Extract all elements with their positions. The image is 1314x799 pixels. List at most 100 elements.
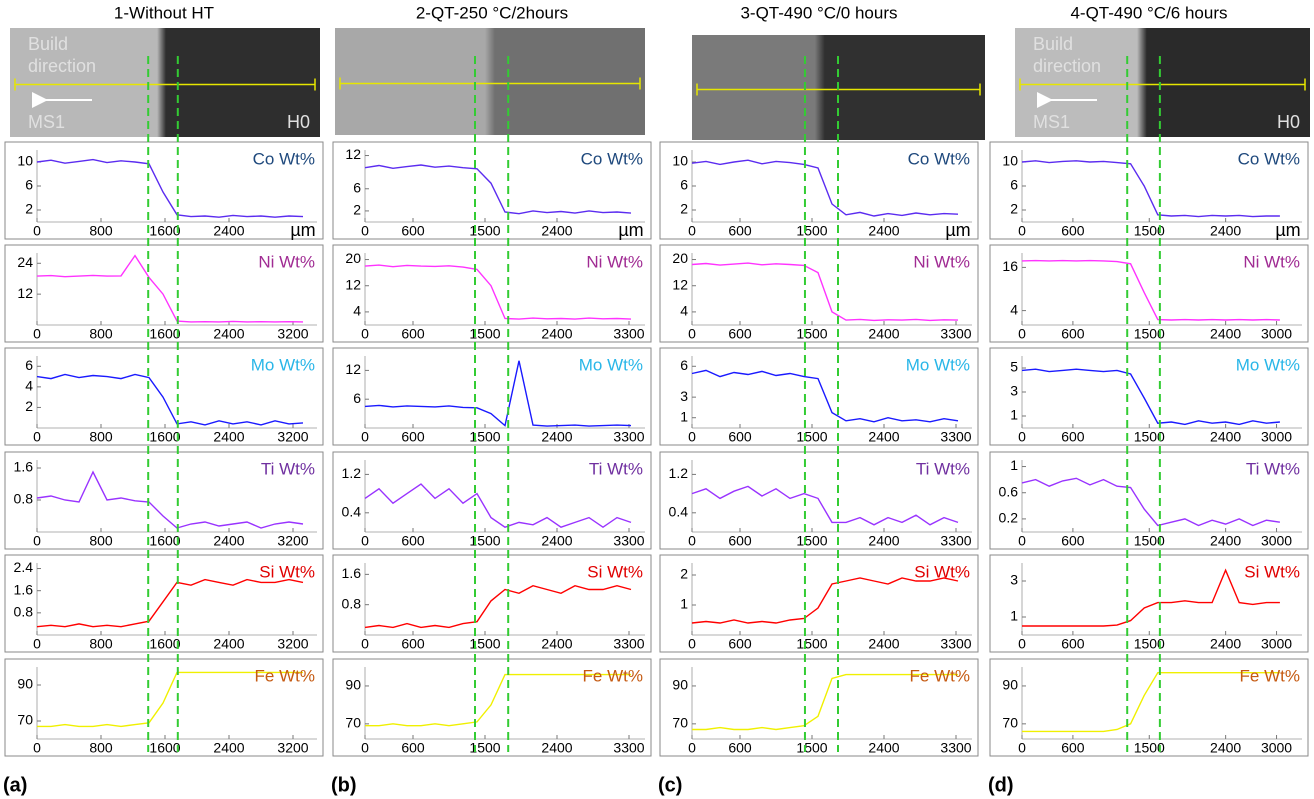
y-tick-label: 6 — [1010, 177, 1018, 193]
x-tick-label: 0 — [688, 429, 696, 445]
y-tick-label: 6 — [25, 177, 33, 193]
y-tick-label: 0.8 — [342, 595, 362, 611]
x-tick-label: 600 — [728, 223, 752, 239]
x-tick-label: 1500 — [796, 533, 827, 549]
y-tick-label: 3 — [680, 388, 688, 404]
x-tick-label: 600 — [1061, 636, 1085, 652]
y-tick-label: 4 — [680, 303, 688, 319]
x-tick-label: 600 — [401, 533, 425, 549]
x-tick-label: 0 — [361, 636, 369, 652]
x-tick-label: 0 — [1018, 636, 1026, 652]
x-tick-label: 0 — [688, 533, 696, 549]
panel-title: 4-QT-490 °C/6 hours — [1070, 3, 1227, 22]
plot-title: Ni Wt% — [586, 252, 643, 271]
x-tick-label: 600 — [728, 740, 752, 756]
x-tick-label: 0 — [33, 326, 41, 342]
plot-title: Si Wt% — [914, 562, 970, 581]
x-tick-label: 3200 — [277, 636, 308, 652]
plot-title: Fe Wt% — [255, 666, 315, 685]
x-tick-label: 3000 — [1261, 740, 1292, 756]
x-tick-label: 800 — [89, 223, 113, 239]
y-tick-label: 1 — [1010, 407, 1018, 423]
x-tick-label: 2400 — [1210, 740, 1241, 756]
x-tick-label: 600 — [728, 636, 752, 652]
x-tick-label: 3200 — [277, 533, 308, 549]
y-tick-label: 0.8 — [14, 491, 34, 507]
x-tick-label: 600 — [1061, 533, 1085, 549]
y-tick-label: 0.4 — [669, 504, 689, 520]
x-tick-label: 2400 — [868, 429, 899, 445]
x-tick-label: 2400 — [213, 223, 244, 239]
x-tick-label: 600 — [728, 533, 752, 549]
y-tick-label: 1.6 — [14, 459, 34, 475]
x-tick-label: 2400 — [868, 740, 899, 756]
y-tick-label: 90 — [345, 677, 361, 693]
y-tick-label: 1.6 — [342, 565, 362, 581]
x-tick-label: 600 — [1061, 326, 1085, 342]
x-tick-label: 2400 — [1210, 429, 1241, 445]
x-tick-label: 2400 — [213, 636, 244, 652]
x-tick-label: 2400 — [541, 429, 572, 445]
panel-label: (d) — [988, 774, 1014, 796]
panel-title: 3-QT-490 °C/0 hours — [740, 3, 897, 22]
x-tick-label: 2400 — [213, 740, 244, 756]
y-tick-label: 1.2 — [342, 465, 362, 481]
x-tick-label: 3200 — [277, 326, 308, 342]
plot-title: Ti Wt% — [261, 459, 315, 478]
y-tick-label: 6 — [680, 177, 688, 193]
x-tick-label: 0 — [1018, 740, 1026, 756]
y-tick-label: 10 — [672, 153, 688, 169]
y-tick-label: 2 — [1010, 201, 1018, 217]
x-tick-label: 1500 — [796, 326, 827, 342]
plot-title: Si Wt% — [587, 562, 643, 581]
y-tick-label: 90 — [17, 676, 33, 692]
x-tick-label: 1500 — [796, 223, 827, 239]
x-tick-label: 3300 — [613, 429, 644, 445]
y-tick-label: 0.6 — [999, 483, 1019, 499]
y-tick-label: 1 — [1010, 608, 1018, 624]
y-tick-label: 10 — [1002, 153, 1018, 169]
y-tick-label: 2.4 — [14, 559, 34, 575]
y-tick-label: 2 — [353, 202, 361, 218]
y-tick-label: 2 — [25, 201, 33, 217]
x-tick-label: 2400 — [541, 326, 572, 342]
plot-title: Co Wt% — [1238, 149, 1300, 168]
x-tick-label: 3300 — [940, 533, 971, 549]
plot-title: Co Wt% — [908, 149, 970, 168]
y-tick-label: 70 — [345, 715, 361, 731]
plot-title: Mo Wt% — [906, 355, 970, 374]
y-tick-label: 4 — [25, 378, 33, 394]
image-label: MS1 — [1033, 112, 1070, 132]
x-tick-label: 1600 — [149, 740, 180, 756]
x-tick-label: 3000 — [1261, 326, 1292, 342]
x-unit: µm — [618, 220, 643, 240]
image-label: H0 — [1277, 112, 1300, 132]
x-tick-label: 1600 — [149, 223, 180, 239]
x-tick-label: 1500 — [796, 636, 827, 652]
y-tick-label: 4 — [353, 303, 361, 319]
x-tick-label: 2400 — [213, 326, 244, 342]
x-tick-label: 2400 — [1210, 533, 1241, 549]
x-tick-label: 0 — [688, 740, 696, 756]
x-tick-label: 2400 — [1210, 636, 1241, 652]
x-tick-label: 2400 — [1210, 223, 1241, 239]
plot-title: Mo Wt% — [579, 355, 643, 374]
y-tick-label: 0.2 — [999, 510, 1019, 526]
x-tick-label: 3000 — [1261, 533, 1292, 549]
x-tick-label: 800 — [89, 533, 113, 549]
x-tick-label: 3300 — [613, 326, 644, 342]
plot-title: Co Wt% — [581, 149, 643, 168]
y-tick-label: 24 — [17, 254, 33, 270]
x-tick-label: 3300 — [940, 740, 971, 756]
y-tick-label: 2 — [25, 398, 33, 414]
plot-title: Si Wt% — [259, 562, 315, 581]
x-tick-label: 2400 — [1210, 326, 1241, 342]
x-tick-label: 600 — [401, 636, 425, 652]
x-tick-label: 0 — [1018, 223, 1026, 239]
y-tick-label: 6 — [353, 179, 361, 195]
x-tick-label: 3300 — [940, 326, 971, 342]
x-tick-label: 2400 — [868, 223, 899, 239]
x-tick-label: 600 — [1061, 429, 1085, 445]
x-tick-label: 0 — [361, 740, 369, 756]
x-tick-label: 0 — [1018, 326, 1026, 342]
